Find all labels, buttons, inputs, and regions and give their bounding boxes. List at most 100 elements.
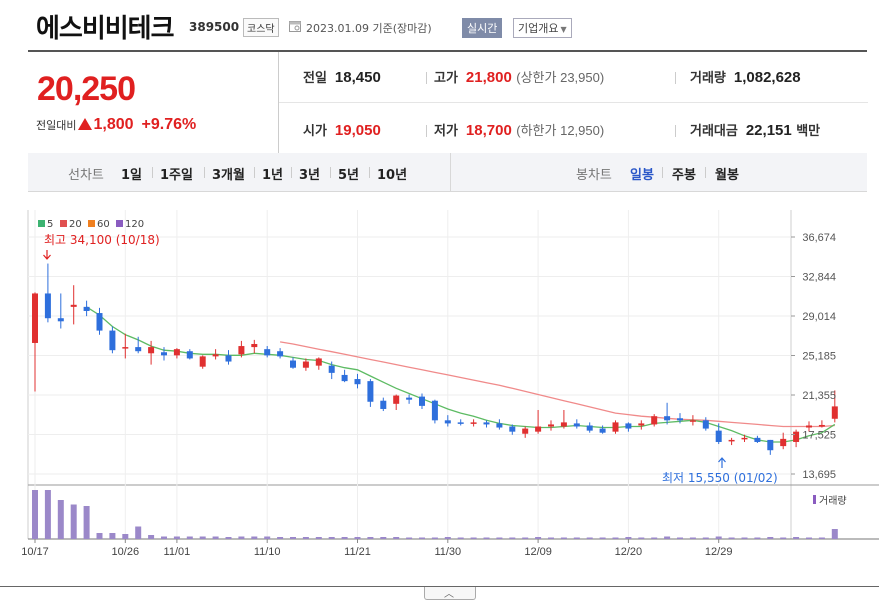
company-name: 에스비비테크 [36, 14, 175, 44]
ma-legend-label: 120 [125, 219, 144, 230]
candle-body [638, 423, 645, 426]
tab-1d[interactable]: 1일 [121, 168, 143, 183]
volume-bar [522, 537, 529, 539]
stat-label: 시가 [303, 124, 327, 139]
candle-body [161, 352, 167, 356]
company-overview-button[interactable]: 기업개요 ▼ [513, 18, 572, 38]
volume-bar [573, 537, 580, 539]
tab-1y[interactable]: 1년 [262, 168, 284, 183]
chart-period-bar: 선차트 1일 1주일 3개월 1년 3년 5년 10년 봉차트 일봉 주봉 월봉 [28, 153, 867, 192]
min-annotation: 최저 15,550 (01/02) [662, 471, 778, 485]
divider [662, 167, 663, 178]
volume-bar [419, 537, 425, 539]
candle-body [83, 306, 90, 311]
volume-bar [109, 533, 116, 539]
tab-3m[interactable]: 3개월 [212, 168, 245, 183]
divider [450, 153, 451, 191]
down-arrow-icon [43, 250, 51, 260]
divider [330, 167, 331, 178]
collapse-button[interactable]: ︿ [424, 587, 476, 600]
stat-label: 거래대금 [690, 124, 738, 139]
divider [369, 167, 370, 178]
chevron-up-icon: ︿ [444, 589, 454, 600]
volume-bar [431, 537, 438, 539]
candle-body [599, 428, 606, 433]
candle-body [728, 439, 735, 442]
y-tick-label: 17,525 [802, 429, 836, 441]
volume-bar [302, 537, 309, 539]
volume-bar [367, 537, 374, 539]
volume-bar [264, 536, 271, 539]
y-tick-label: 32,844 [802, 272, 836, 284]
volume-bar [599, 537, 606, 539]
tab-5y[interactable]: 5년 [338, 168, 360, 183]
candle-body [290, 360, 296, 368]
candle-body [535, 426, 542, 432]
stock-code: 389500 [189, 20, 240, 34]
volume-bar [393, 537, 400, 539]
divider [426, 125, 427, 137]
candle-body [380, 400, 387, 409]
candle-body [122, 347, 129, 349]
candle-body [560, 422, 567, 427]
candle-body [780, 438, 787, 447]
divider [204, 167, 205, 178]
candle-body [509, 426, 516, 432]
change-label: 전일대비 [36, 119, 77, 132]
volume-bar [457, 537, 464, 539]
volume-bar [728, 537, 735, 539]
tab-weekly[interactable]: 주봉 [672, 168, 696, 183]
stat-prev-close: 전일 18,450 [303, 67, 381, 86]
ma-legend-swatch [116, 220, 123, 227]
tab-1w[interactable]: 1주일 [160, 168, 193, 183]
divider [291, 167, 292, 178]
tab-daily[interactable]: 일봉 [630, 168, 654, 183]
candle-body [393, 395, 400, 404]
summary-row-divider [279, 102, 868, 103]
volume-bar [148, 535, 155, 539]
ma-legend-swatch [88, 220, 95, 227]
volume-bar [818, 537, 825, 539]
stat-label: 전일 [303, 71, 327, 86]
candle-body [315, 358, 322, 366]
up-arrow-icon [718, 457, 726, 468]
volume-bar [238, 536, 245, 539]
candle-body [767, 439, 774, 451]
candle-chart-label: 봉차트 [576, 168, 612, 183]
volume-bar [70, 504, 77, 539]
realtime-button[interactable]: 실시간 [462, 18, 503, 38]
y-tick-label: 13,695 [802, 469, 836, 481]
candle-body [625, 423, 632, 429]
volume-bar [806, 537, 812, 539]
candle-body [109, 330, 116, 351]
x-tick-label: 12/29 [705, 546, 733, 558]
tab-3y[interactable]: 3년 [299, 168, 321, 183]
max-annotation: 최고 34,100 (10/18) [44, 233, 160, 247]
candle-body [548, 424, 554, 427]
candle-body [277, 351, 284, 357]
candle-body [715, 430, 722, 442]
candle-body [57, 318, 64, 322]
tab-10y[interactable]: 10년 [377, 168, 408, 183]
divider [705, 167, 706, 178]
volume-bar [831, 529, 838, 539]
candle-body [367, 381, 374, 402]
x-tick-label: 11/21 [344, 546, 371, 558]
volume-bar [560, 537, 567, 539]
x-tick-label: 11/01 [164, 546, 191, 558]
tab-monthly[interactable]: 월봉 [715, 168, 739, 183]
volume-bar [225, 537, 232, 539]
volume-bar [586, 537, 593, 539]
candle-body [677, 418, 683, 421]
volume-bar [354, 537, 361, 539]
candle-body [199, 356, 206, 367]
candle-body [689, 420, 696, 422]
candle-body [354, 379, 361, 385]
caret-down-icon: ▼ [560, 25, 567, 34]
volume-bar [315, 537, 322, 539]
volume-bar [380, 537, 387, 539]
candle-body [238, 346, 245, 355]
company-overview-label: 기업개요 [518, 22, 559, 35]
candle-body [818, 424, 825, 427]
volume-bar [548, 537, 554, 539]
